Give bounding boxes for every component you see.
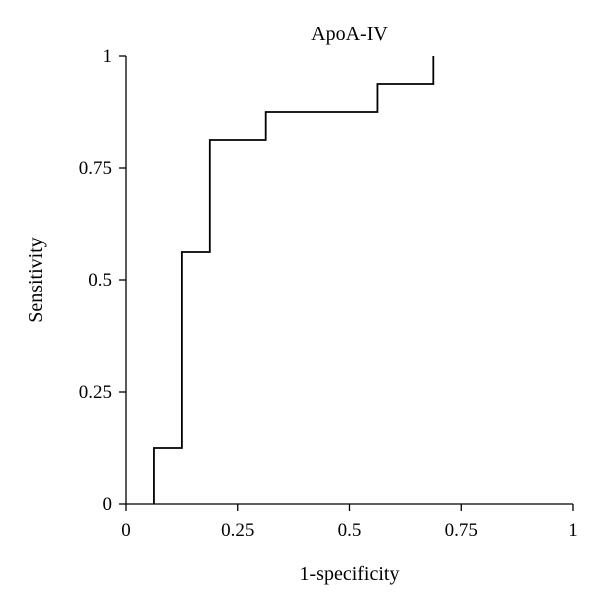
y-tick-label: 0.5	[88, 270, 112, 291]
ticks: 0 0.25 0.5 0.75 1 0 0.25 0.5 0.75 1	[79, 46, 578, 541]
x-tick-label: 0.25	[221, 520, 254, 541]
x-axis-title: 1-specificity	[300, 563, 400, 585]
y-axis-title: Sensitivity	[25, 237, 47, 323]
chart-title: ApoA-IV	[311, 23, 388, 45]
y-tick-label: 1	[103, 46, 113, 67]
x-tick-label: 1	[568, 520, 578, 541]
roc-curve-line	[153, 56, 435, 504]
x-tick-label: 0.75	[445, 520, 478, 541]
y-tick-label: 0.75	[79, 158, 112, 179]
y-tick-label: 0.25	[79, 382, 112, 403]
x-tick-label: 0.5	[338, 520, 362, 541]
y-tick-label: 0	[103, 494, 113, 515]
plot-area	[153, 56, 435, 504]
axes	[125, 56, 573, 505]
x-tick-label: 0	[121, 520, 131, 541]
